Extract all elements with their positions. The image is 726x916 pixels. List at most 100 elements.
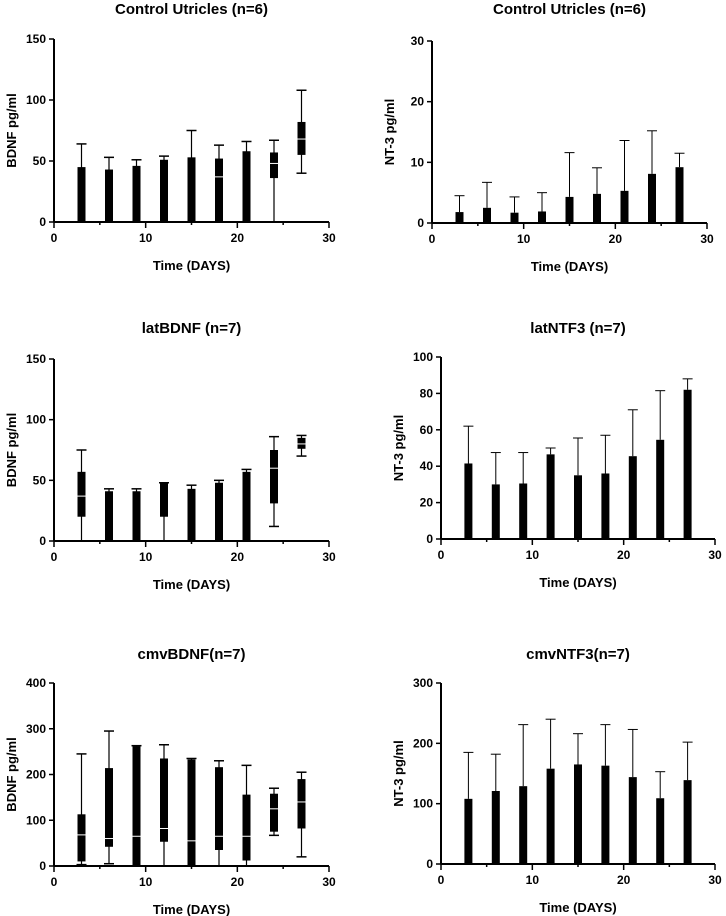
x-tick-label: 20: [231, 875, 245, 889]
bar: [464, 798, 473, 864]
box: [132, 746, 141, 866]
box: [242, 151, 251, 222]
box: [215, 482, 223, 541]
y-tick-label: 100: [26, 813, 46, 827]
x-axis-label: Time (DAYS): [539, 900, 616, 915]
bar: [628, 456, 637, 539]
y-tick-label: 100: [26, 93, 46, 107]
bar: [574, 475, 582, 539]
chart-title: latNTF3 (n=7): [530, 320, 625, 337]
chart-title: Control Utricles (n=6): [115, 1, 268, 18]
y-axis-label: BDNF pg/ml: [4, 413, 19, 487]
x-tick-label: 0: [51, 231, 58, 245]
bar: [683, 389, 692, 539]
bar: [519, 786, 528, 864]
y-tick-label: 100: [413, 350, 433, 364]
x-tick-label: 10: [526, 548, 540, 562]
y-tick-label: 300: [26, 722, 46, 736]
x-tick-label: 30: [322, 550, 336, 564]
x-tick-label: 30: [708, 548, 722, 562]
box: [77, 471, 86, 517]
x-axis-label: Time (DAYS): [153, 258, 230, 273]
chart-title: cmvBDNF(n=7): [138, 646, 246, 663]
box: [215, 767, 223, 850]
bar: [546, 768, 555, 864]
x-tick-label: 10: [139, 550, 153, 564]
y-axis-label: BDNF pg/ml: [4, 737, 19, 811]
chart-panel-2: Control Utricles (n=6) Time (DAYS) NT-3 pg…: [382, 1, 714, 274]
bar: [656, 798, 665, 864]
bar: [464, 463, 473, 539]
bar: [483, 207, 491, 223]
chart-panel-1: Control Utricles (n=6) Time (DAYS) BDNF pg…: [4, 1, 336, 273]
x-tick-label: 10: [517, 232, 531, 246]
box: [77, 167, 86, 222]
box: [297, 121, 306, 155]
y-tick-label: 100: [26, 413, 46, 427]
x-tick-label: 0: [51, 550, 58, 564]
y-tick-label: 10: [411, 155, 425, 169]
box: [105, 491, 113, 541]
y-tick-label: 0: [39, 859, 46, 873]
bar: [538, 211, 546, 223]
box: [160, 758, 168, 842]
x-axis-label: Time (DAYS): [153, 902, 230, 916]
y-tick-label: 40: [420, 459, 434, 473]
y-tick-label: 0: [426, 532, 433, 546]
box: [105, 169, 113, 222]
y-tick-label: 150: [26, 352, 46, 366]
box: [160, 482, 168, 517]
chart-panel-6: cmvNTF3(n=7)Time (DAYS)NT-3 pg/ml0100200…: [391, 646, 722, 915]
bar: [574, 764, 582, 864]
y-axis-label: NT-3 pg/ml: [391, 415, 406, 481]
bar: [491, 484, 500, 539]
box: [105, 768, 113, 847]
y-tick-label: 80: [420, 386, 434, 400]
x-axis-label: Time (DAYS): [153, 577, 230, 592]
box: [242, 794, 251, 861]
box: [270, 152, 278, 179]
box: [297, 437, 306, 449]
box: [132, 491, 141, 541]
x-tick-label: 0: [429, 232, 436, 246]
chart-title: cmvNTF3(n=7): [526, 646, 630, 663]
box: [132, 165, 141, 222]
x-tick-label: 20: [617, 873, 631, 887]
bar: [491, 790, 500, 864]
bar: [601, 473, 610, 539]
x-tick-label: 30: [322, 875, 336, 889]
bar: [675, 167, 684, 223]
y-tick-label: 50: [33, 473, 47, 487]
y-tick-label: 0: [39, 215, 46, 229]
y-tick-label: 60: [420, 423, 434, 437]
bar: [546, 454, 555, 539]
bar: [656, 439, 665, 539]
x-tick-label: 20: [609, 232, 623, 246]
bar: [601, 765, 610, 864]
x-tick-label: 0: [51, 875, 58, 889]
chart-panel-3: latBDNF (n=7)Time (DAYS)BDNF pg/ml050100…: [4, 320, 336, 592]
y-axis-label: NT-3 pg/ml: [391, 740, 406, 806]
box: [187, 157, 196, 222]
y-tick-label: 50: [33, 154, 47, 168]
bar: [510, 212, 519, 223]
x-tick-label: 10: [139, 231, 153, 245]
y-tick-label: 100: [413, 797, 433, 811]
x-tick-label: 20: [231, 550, 245, 564]
box: [270, 793, 278, 832]
x-tick-label: 20: [617, 548, 631, 562]
bar: [628, 777, 637, 864]
box: [77, 814, 86, 862]
y-tick-label: 0: [426, 857, 433, 871]
bar: [620, 190, 629, 223]
chart-title: latBDNF (n=7): [142, 320, 242, 337]
y-tick-label: 0: [39, 534, 46, 548]
y-tick-label: 0: [417, 216, 424, 230]
x-tick-label: 0: [438, 873, 445, 887]
x-axis-label: Time (DAYS): [539, 575, 616, 590]
box: [187, 488, 196, 541]
box: [215, 158, 223, 222]
chart-title: Control Utricles (n=6): [493, 1, 646, 18]
y-tick-label: 20: [420, 496, 434, 510]
